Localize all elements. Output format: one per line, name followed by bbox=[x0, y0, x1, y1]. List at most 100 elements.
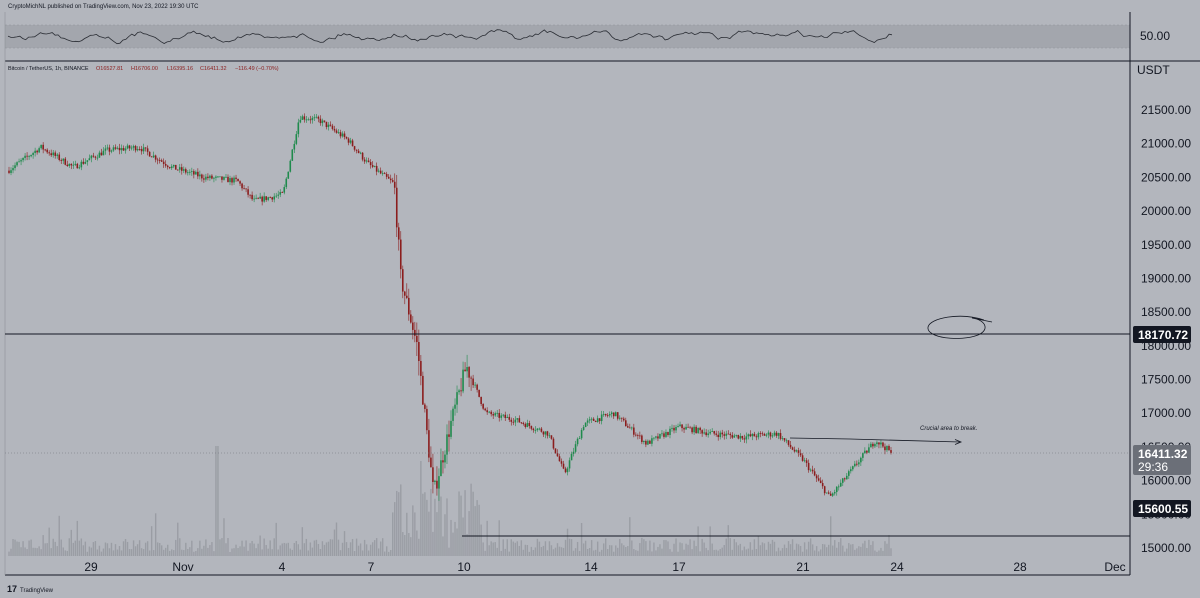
volume-bar bbox=[697, 526, 699, 556]
volume-bar bbox=[277, 549, 279, 556]
volume-bar bbox=[817, 551, 820, 556]
candle-body bbox=[681, 424, 683, 429]
candle-body bbox=[235, 177, 237, 179]
volume-bar bbox=[542, 545, 545, 556]
candle-body bbox=[283, 187, 286, 193]
volume-bar bbox=[653, 542, 655, 556]
volume-bar bbox=[480, 524, 482, 556]
candle-body bbox=[305, 119, 308, 121]
drawn-ellipse[interactable] bbox=[927, 315, 993, 339]
volume-bar bbox=[255, 548, 257, 556]
candle-body bbox=[514, 419, 517, 423]
candle-body bbox=[231, 178, 233, 183]
candle-body bbox=[544, 431, 547, 435]
volume-bar bbox=[367, 550, 370, 556]
volume-bar bbox=[205, 539, 207, 556]
volume-bar bbox=[219, 539, 221, 556]
candle-body bbox=[8, 170, 10, 173]
volume-bar bbox=[76, 520, 79, 556]
volume-bar bbox=[460, 495, 462, 556]
volume-bar bbox=[717, 550, 719, 556]
volume-bar bbox=[26, 549, 28, 556]
price-axis-ticks: 21500.00 21000.00 20500.00 20000.00 19500.00… bbox=[1141, 103, 1191, 555]
candle-body bbox=[755, 436, 758, 438]
candle-body bbox=[381, 173, 384, 175]
volume-bar bbox=[747, 548, 750, 556]
candle-body bbox=[606, 415, 609, 417]
candle-body bbox=[168, 167, 171, 169]
volume-bar bbox=[478, 504, 480, 556]
volume-bar bbox=[498, 520, 500, 556]
volume-bar bbox=[763, 543, 766, 556]
candle-body bbox=[315, 116, 318, 118]
volume-bar bbox=[213, 551, 215, 556]
volume-bar bbox=[138, 540, 141, 556]
volume-bar bbox=[805, 549, 808, 556]
candle-body bbox=[460, 390, 462, 392]
candle-body bbox=[335, 130, 338, 133]
volume-bar bbox=[667, 541, 669, 556]
candle-body bbox=[506, 416, 509, 418]
volume-bar bbox=[408, 533, 410, 556]
volume-bar bbox=[775, 551, 778, 556]
volume-bar bbox=[253, 543, 255, 556]
volume-bar bbox=[283, 542, 285, 556]
volume-bar bbox=[379, 541, 382, 556]
candle-body bbox=[554, 448, 557, 454]
volume-bar bbox=[436, 512, 438, 556]
volume-bar bbox=[160, 545, 163, 556]
candle-body bbox=[104, 148, 107, 151]
candle-body bbox=[375, 165, 378, 172]
candle-body bbox=[134, 146, 137, 151]
volume-bar bbox=[269, 540, 271, 556]
candle-body bbox=[309, 119, 312, 121]
candle-body bbox=[713, 431, 715, 434]
candle-body bbox=[414, 329, 416, 336]
candle-body bbox=[263, 196, 265, 202]
volume-bar bbox=[82, 545, 85, 556]
candle-body bbox=[20, 160, 22, 162]
candle-body bbox=[337, 132, 340, 134]
price-tick-label: 21000.00 bbox=[1141, 137, 1191, 151]
candle-body bbox=[717, 434, 720, 438]
volume-bar bbox=[438, 479, 440, 556]
candle-body bbox=[484, 408, 486, 411]
volume-bar bbox=[797, 544, 800, 556]
volume-bar bbox=[92, 542, 95, 556]
candle-body bbox=[293, 143, 296, 150]
candle-body bbox=[291, 149, 294, 161]
candle-body bbox=[389, 178, 392, 181]
candle-body bbox=[319, 118, 322, 124]
volume-bar bbox=[20, 547, 22, 556]
candle-body bbox=[504, 414, 507, 418]
annotation-text: Crucial area to break. bbox=[920, 426, 977, 432]
volume-bar bbox=[807, 541, 810, 556]
candle-body bbox=[440, 460, 442, 477]
volume-bar bbox=[584, 540, 587, 556]
legend-close: C16411.32 bbox=[200, 66, 227, 72]
candle-body bbox=[253, 198, 255, 200]
volume-bar bbox=[243, 546, 245, 556]
candle-body bbox=[852, 466, 854, 470]
annotation-arrow[interactable] bbox=[789, 437, 963, 445]
candle-body bbox=[359, 152, 362, 154]
candle-body bbox=[845, 475, 848, 480]
volume-bar bbox=[412, 505, 414, 556]
volume-bar bbox=[339, 550, 342, 556]
volume-bar bbox=[38, 546, 40, 556]
volume-bar bbox=[384, 551, 386, 556]
candle-body bbox=[781, 438, 784, 439]
candle-body bbox=[207, 176, 209, 179]
candle-body bbox=[673, 427, 675, 431]
volume-bar bbox=[353, 551, 356, 556]
candle-body bbox=[156, 159, 159, 161]
candle-body bbox=[679, 424, 681, 427]
candle-body bbox=[723, 434, 726, 436]
volume-bar bbox=[528, 551, 531, 556]
candle-body bbox=[858, 462, 860, 465]
candle-body bbox=[193, 171, 195, 175]
volume-bar bbox=[251, 540, 253, 556]
volume-bar bbox=[645, 541, 647, 556]
candle-body bbox=[866, 450, 868, 453]
